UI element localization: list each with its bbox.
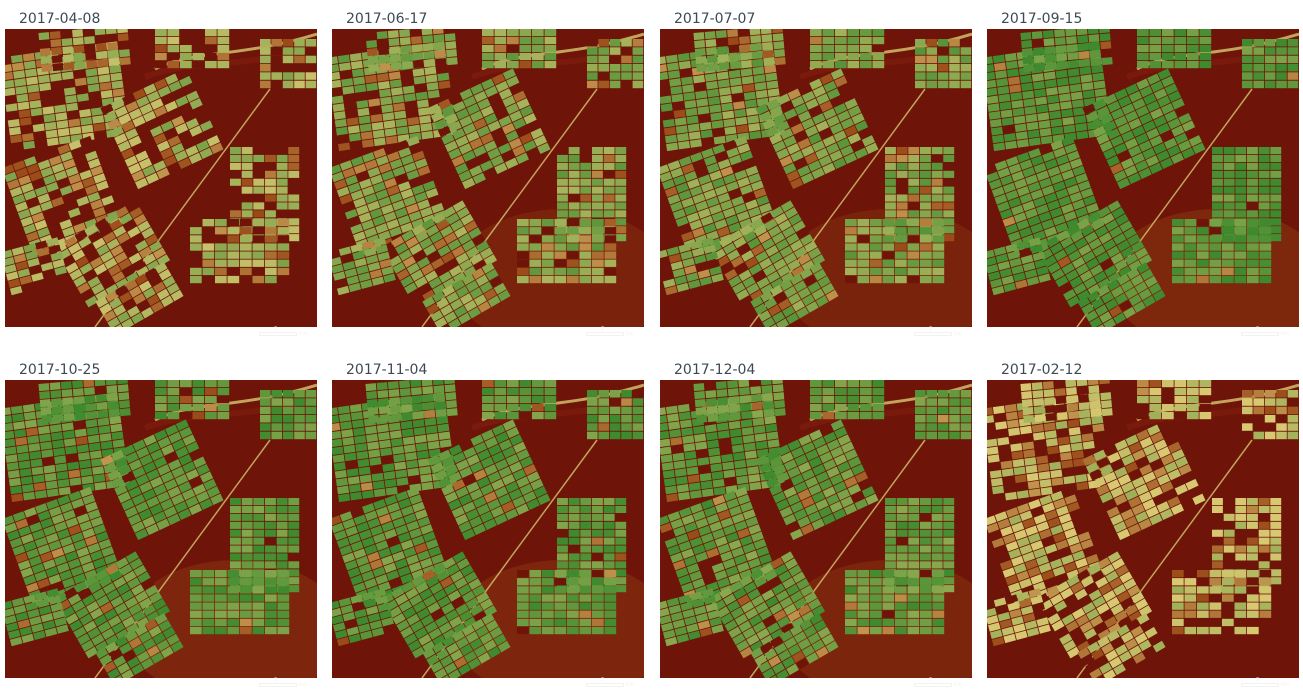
panel-date-label: 2017-09-15 [1001,11,1082,27]
panel-date-label: 2017-07-07 [674,11,755,27]
scale-bar-value: 2 [929,327,932,332]
panel-date-label: 2017-06-17 [346,11,427,27]
scale-bar: 2 Km [586,677,638,689]
panel-1: 2017-04-08 2 Km [5,29,317,341]
panel-date-label: 2017-02-12 [1001,362,1082,378]
scale-bar-value: 2 [274,678,277,683]
field-map-svg [332,380,644,678]
scale-bar: 2 Km [259,326,311,338]
panel-7: 2017-12-04 2 Km [660,380,972,692]
scale-bar-value: 2 [601,327,604,332]
satellite-map [332,29,644,327]
scale-bar: 2 Km [1241,326,1293,338]
panel-date-label: 2017-04-08 [19,11,100,27]
scale-bar-line [586,332,624,336]
scale-bar: 2 Km [914,677,966,689]
scale-bar-unit: Km [299,683,307,688]
field-map-svg [660,29,972,327]
field-map-svg [987,380,1299,678]
scale-bar-line [1241,332,1279,336]
satellite-map [987,29,1299,327]
scale-bar-line [914,683,952,687]
panel-3: 2017-07-07 2 Km [660,29,972,341]
scale-bar-value: 2 [1256,327,1259,332]
scale-bar-value: 2 [929,678,932,683]
satellite-map [5,380,317,678]
panel-date-label: 2017-12-04 [674,362,755,378]
scale-bar-value: 2 [1256,678,1259,683]
scale-bar-line [586,683,624,687]
scale-bar: 2 Km [1241,677,1293,689]
field-map-svg [660,380,972,678]
panel-8: 2017-02-12 2 Km [987,380,1299,692]
scale-bar-line [1241,683,1279,687]
satellite-map [5,29,317,327]
field-map-svg [5,380,317,678]
panel-date-label: 2017-10-25 [19,362,100,378]
scale-bar: 2 Km [259,677,311,689]
field-map-svg [5,29,317,327]
scale-bar-line [259,332,297,336]
scale-bar-line [259,683,297,687]
scale-bar-unit: Km [626,332,634,337]
scale-bar-value: 2 [601,678,604,683]
satellite-map [987,380,1299,678]
scale-bar: 2 Km [914,326,966,338]
panel-4: 2017-09-15 2 Km [987,29,1299,341]
satellite-map [660,380,972,678]
scale-bar-unit: Km [1281,683,1289,688]
panel-5: 2017-10-25 2 Km [5,380,317,692]
panel-6: 2017-11-04 2 Km [332,380,644,692]
scale-bar-unit: Km [626,683,634,688]
satellite-map [660,29,972,327]
scale-bar-unit: Km [1281,332,1289,337]
scale-bar-line [914,332,952,336]
panel-2: 2017-06-17 2 Km [332,29,644,341]
scale-bar-unit: Km [954,683,962,688]
field-map-svg [987,29,1299,327]
scale-bar-unit: Km [954,332,962,337]
scale-bar-value: 2 [274,327,277,332]
satellite-map [332,380,644,678]
field-map-svg [332,29,644,327]
scale-bar-unit: Km [299,332,307,337]
scale-bar: 2 Km [586,326,638,338]
panel-date-label: 2017-11-04 [346,362,427,378]
